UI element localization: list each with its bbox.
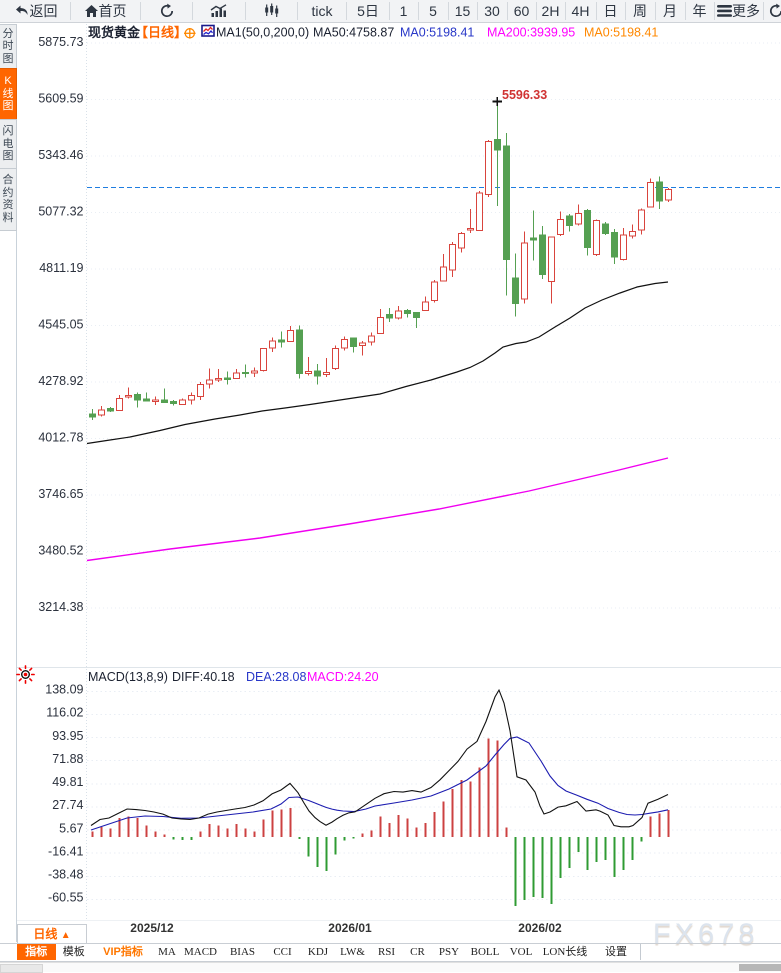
svg-text:71.88: 71.88: [52, 752, 83, 766]
svg-text:MACD(13,8,9): MACD(13,8,9): [88, 670, 168, 684]
svg-text:3214.38: 3214.38: [38, 600, 83, 614]
svg-text:MA1(50,0,200,0): MA1(50,0,200,0): [216, 26, 309, 40]
svg-text:2026/02: 2026/02: [518, 921, 562, 935]
svg-text:5596.33: 5596.33: [502, 88, 547, 102]
svg-text:5077.32: 5077.32: [38, 205, 83, 219]
svg-text:-60.55: -60.55: [48, 891, 83, 905]
svg-text:116.02: 116.02: [46, 706, 83, 720]
svg-text:DIFF:40.18: DIFF:40.18: [172, 670, 235, 684]
svg-text:49.81: 49.81: [52, 775, 83, 789]
svg-text:4811.19: 4811.19: [39, 261, 83, 275]
svg-text:5609.59: 5609.59: [38, 92, 83, 106]
svg-text:MACD:24.20: MACD:24.20: [307, 670, 379, 684]
svg-text:5343.46: 5343.46: [38, 148, 83, 162]
svg-text:-38.48: -38.48: [48, 868, 83, 882]
svg-text:5.67: 5.67: [59, 821, 83, 835]
svg-text:4278.92: 4278.92: [38, 374, 83, 388]
svg-text:FX678: FX678: [653, 919, 758, 951]
svg-text:3746.65: 3746.65: [38, 487, 83, 501]
svg-text:【日线】: 【日线】: [135, 25, 187, 40]
svg-text:MA0:5198.41: MA0:5198.41: [400, 26, 474, 40]
svg-text:27.74: 27.74: [52, 798, 83, 812]
svg-text:2026/01: 2026/01: [328, 921, 372, 935]
svg-text:现货黄金: 现货黄金: [88, 25, 141, 40]
svg-text:2025/12: 2025/12: [130, 921, 174, 935]
svg-text:3480.52: 3480.52: [38, 544, 83, 558]
svg-text:MA0:5198.41: MA0:5198.41: [584, 26, 658, 40]
svg-text:93.95: 93.95: [52, 729, 83, 743]
svg-text:4545.05: 4545.05: [38, 318, 83, 332]
svg-text:DEA:28.08: DEA:28.08: [246, 670, 307, 684]
svg-text:MA50:4758.87: MA50:4758.87: [313, 26, 394, 40]
svg-text:5875.73: 5875.73: [38, 35, 83, 49]
svg-text:138.09: 138.09: [45, 683, 83, 697]
svg-text:MA200:3939.95: MA200:3939.95: [487, 26, 575, 40]
svg-text:-16.41: -16.41: [48, 844, 83, 858]
svg-text:4012.78: 4012.78: [38, 431, 83, 445]
